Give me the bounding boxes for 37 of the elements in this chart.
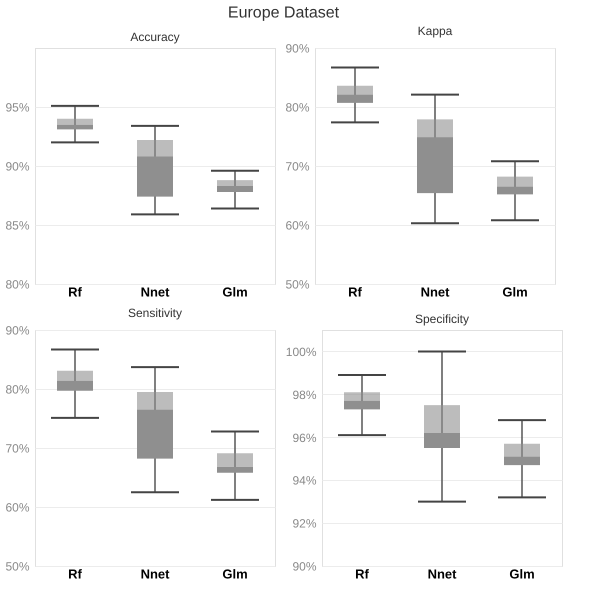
y-tick-label: 94% [292, 474, 317, 488]
y-tick-label: 50% [5, 560, 30, 574]
y-tick-label: 70% [5, 442, 30, 456]
chart-title: Specificity [414, 312, 470, 326]
y-tick-label: 70% [285, 160, 310, 174]
y-tick-label: 80% [5, 278, 30, 292]
y-tick-label: 90% [5, 324, 30, 338]
y-tick-label: 96% [292, 430, 317, 445]
y-tick-label: 50% [285, 278, 310, 292]
y-tick-label: 98% [292, 388, 317, 402]
y-tick-label: 85% [5, 218, 30, 232]
x-tick-label: Rf [348, 284, 363, 300]
x-tick-label: Rf [355, 566, 370, 582]
y-tick-label: 92% [292, 516, 317, 531]
y-tick-label: 80% [285, 100, 310, 114]
x-tick-label: Nnet [140, 566, 170, 582]
chart-title: Accuracy [130, 30, 180, 44]
x-tick-label: Rf [68, 284, 83, 300]
y-tick-label: 60% [5, 500, 30, 514]
text: Europe Dataset [228, 4, 340, 22]
x-tick-label: Nnet [428, 566, 458, 582]
x-tick-label: Glm [222, 284, 248, 300]
x-tick-label: Rf [68, 566, 83, 582]
y-tick-label: 60% [285, 218, 310, 232]
x-tick-label: Glm [222, 566, 248, 582]
y-tick-label: 90% [292, 560, 317, 574]
chart-title: Sensitivity [128, 306, 182, 320]
chart-title: Kappa [418, 24, 453, 38]
y-tick-label: 80% [5, 382, 30, 396]
x-tick-label: Glm [509, 566, 535, 582]
y-tick-label: 100% [286, 344, 317, 359]
y-tick-label: 95% [5, 100, 30, 114]
y-tick-label: 90% [5, 160, 30, 174]
y-tick-label: 90% [285, 42, 310, 56]
x-tick-label: Glm [502, 284, 528, 300]
x-tick-label: Nnet [420, 284, 450, 300]
x-tick-label: Nnet [140, 284, 170, 300]
